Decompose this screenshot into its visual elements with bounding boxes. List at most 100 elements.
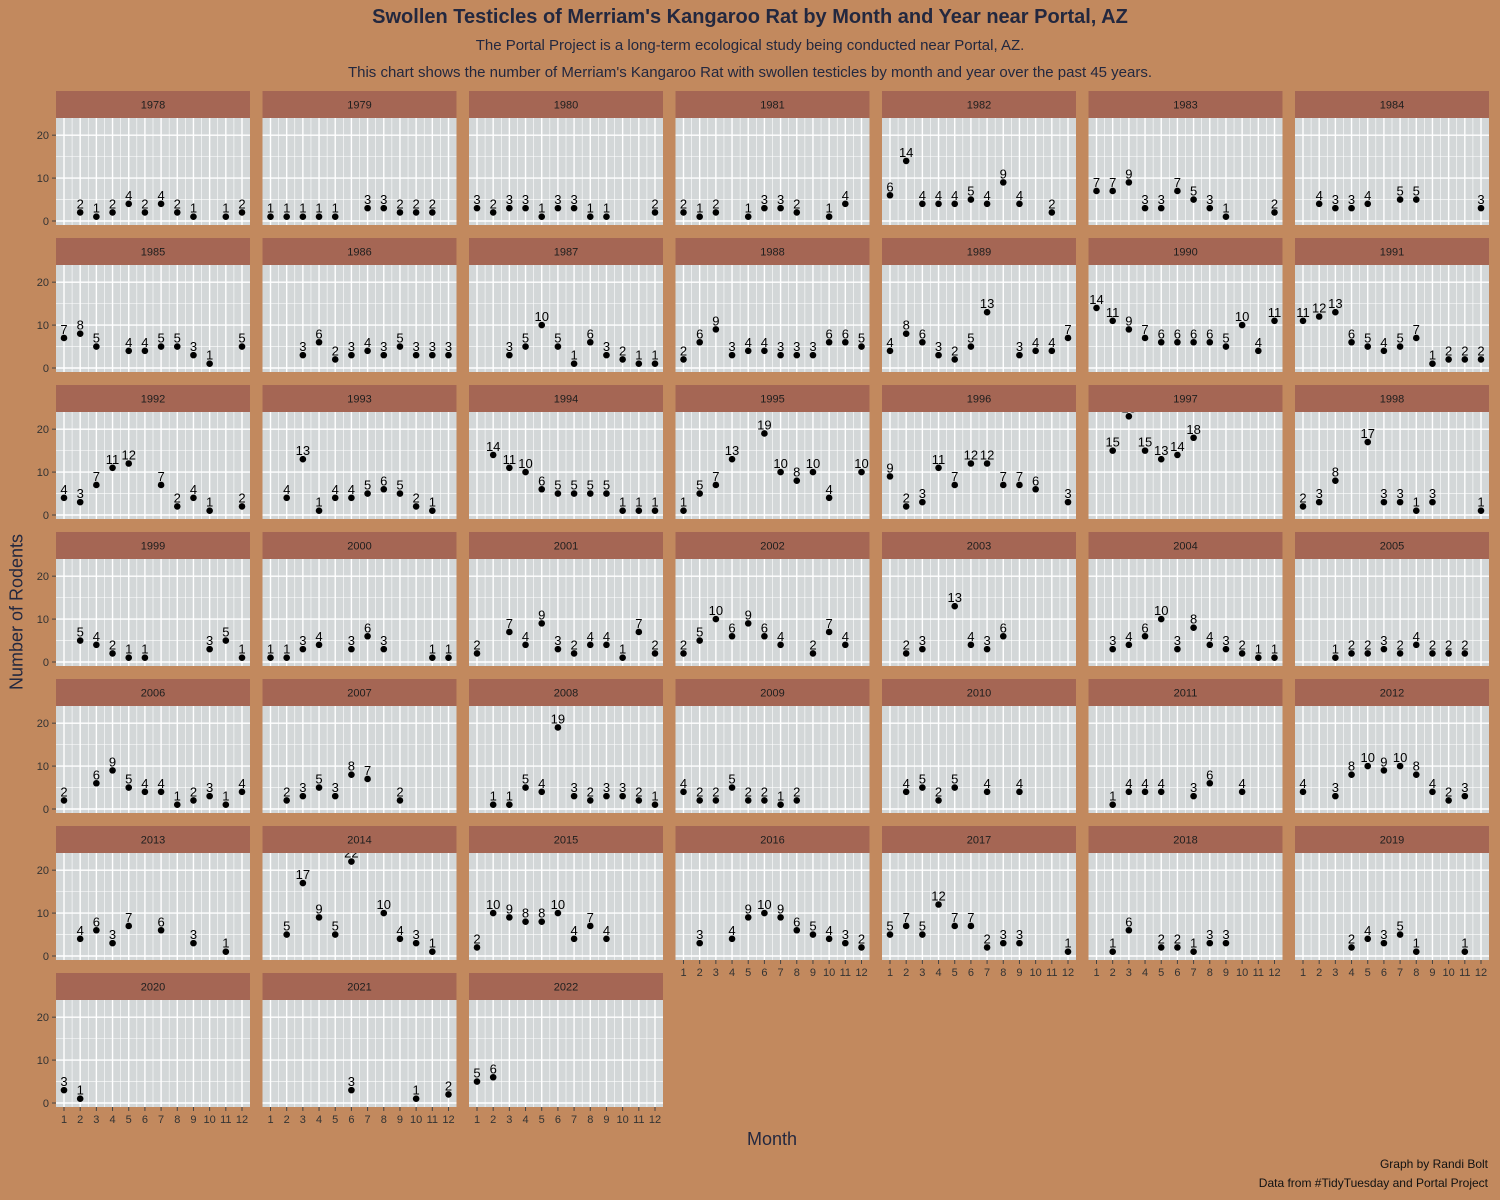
facet-strip <box>469 238 663 265</box>
data-point <box>809 931 817 938</box>
chart-subtitle-line1: The Portal Project is a long-term ecolog… <box>475 37 1025 54</box>
data-point <box>1016 351 1023 359</box>
data-point <box>842 338 849 346</box>
data-label: 5 <box>554 331 561 346</box>
data-label: 9 <box>777 901 784 916</box>
data-point <box>1109 645 1116 653</box>
data-label: 5 <box>858 331 865 346</box>
data-label: 6 <box>1000 620 1007 635</box>
data-label: 3 <box>506 339 513 354</box>
data-point <box>1064 498 1072 506</box>
x-tick-label: 6 <box>761 967 767 979</box>
x-tick-label: 7 <box>365 1114 371 1126</box>
data-label: 5 <box>157 331 164 346</box>
facet-year-label: 1995 <box>760 394 784 406</box>
y-tick-label: 10 <box>37 1055 49 1067</box>
x-tick-label: 12 <box>855 967 867 979</box>
data-point <box>1222 343 1230 350</box>
data-label: 1 <box>267 201 274 216</box>
data-label: 6 <box>696 326 703 341</box>
data-point <box>1364 935 1372 943</box>
x-tick-label: 11 <box>1046 967 1057 979</box>
data-point <box>522 204 529 212</box>
x-tick-label: 4 <box>729 967 735 979</box>
data-point <box>886 473 894 480</box>
x-tick-label: 9 <box>397 1114 403 1126</box>
facet-strip <box>262 973 457 1000</box>
facet-strip <box>262 532 457 559</box>
data-point <box>445 654 452 662</box>
data-label: 3 <box>1222 633 1229 648</box>
x-tick-label: 6 <box>348 1114 354 1126</box>
data-point <box>1064 334 1072 342</box>
data-label: 6 <box>886 179 893 194</box>
data-point <box>396 935 404 943</box>
data-label: 4 <box>680 776 687 791</box>
data-points: 2 1 2 13 3 2 14 <box>680 188 849 221</box>
data-label: 5 <box>283 919 290 934</box>
data-label: 2 <box>413 196 420 211</box>
data-point <box>331 356 339 363</box>
data-label: 6 <box>315 326 322 341</box>
x-tick-label: 12 <box>1475 967 1487 979</box>
data-label: 6 <box>93 767 100 782</box>
data-label: 3 <box>919 633 926 648</box>
data-point <box>1109 801 1116 809</box>
data-points: 4 3 3 4 5 53 <box>1316 184 1485 212</box>
data-point <box>489 909 497 917</box>
facet-strip <box>1088 385 1283 412</box>
data-point <box>1364 438 1372 446</box>
data-label: 1 <box>299 201 306 216</box>
data-point <box>586 797 594 804</box>
data-point <box>919 498 926 506</box>
data-point <box>1348 338 1355 346</box>
data-label: 10 <box>709 603 723 618</box>
data-label: 5 <box>77 625 84 640</box>
y-tick-label: 0 <box>43 657 49 669</box>
data-label: 4 <box>157 776 164 791</box>
y-tick-label: 20 <box>37 718 49 730</box>
data-point <box>283 931 290 938</box>
data-label: 4 <box>1032 335 1039 350</box>
data-label: 8 <box>77 318 84 333</box>
data-label: 2 <box>429 196 436 211</box>
data-label: 2 <box>174 196 181 211</box>
data-point <box>680 507 687 515</box>
data-point <box>809 468 817 476</box>
data-label: 11 <box>106 452 120 467</box>
data-label: 5 <box>1396 184 1403 199</box>
data-point <box>412 939 420 947</box>
facet-year-label: 1979 <box>347 100 371 112</box>
data-label: 1 <box>651 789 658 804</box>
data-point <box>1271 209 1278 216</box>
data-label: 1 <box>680 495 687 510</box>
data-point <box>603 935 610 943</box>
data-point <box>1396 343 1404 350</box>
data-label: 6 <box>380 473 387 488</box>
data-label: 1 <box>651 348 658 363</box>
x-tick-label: 4 <box>935 967 941 979</box>
x-tick-label: 11 <box>220 1114 231 1126</box>
facet-strip <box>1088 91 1283 118</box>
data-point <box>109 209 116 216</box>
data-point <box>429 654 436 662</box>
data-label: 4 <box>364 335 371 350</box>
facet-strip <box>1295 826 1489 853</box>
x-tick-label: 6 <box>1381 967 1387 979</box>
data-label: 1 <box>635 495 642 510</box>
data-point <box>761 430 768 437</box>
data-point <box>125 654 133 662</box>
facet-year-label: 1986 <box>347 247 371 259</box>
data-label: 4 <box>1364 188 1371 203</box>
data-point <box>712 797 720 804</box>
y-tick-label: 20 <box>37 130 49 142</box>
data-point <box>1429 788 1436 796</box>
facet-strip <box>882 826 1076 853</box>
facet-year-label: 2003 <box>967 541 991 553</box>
data-label: 7 <box>951 469 958 484</box>
